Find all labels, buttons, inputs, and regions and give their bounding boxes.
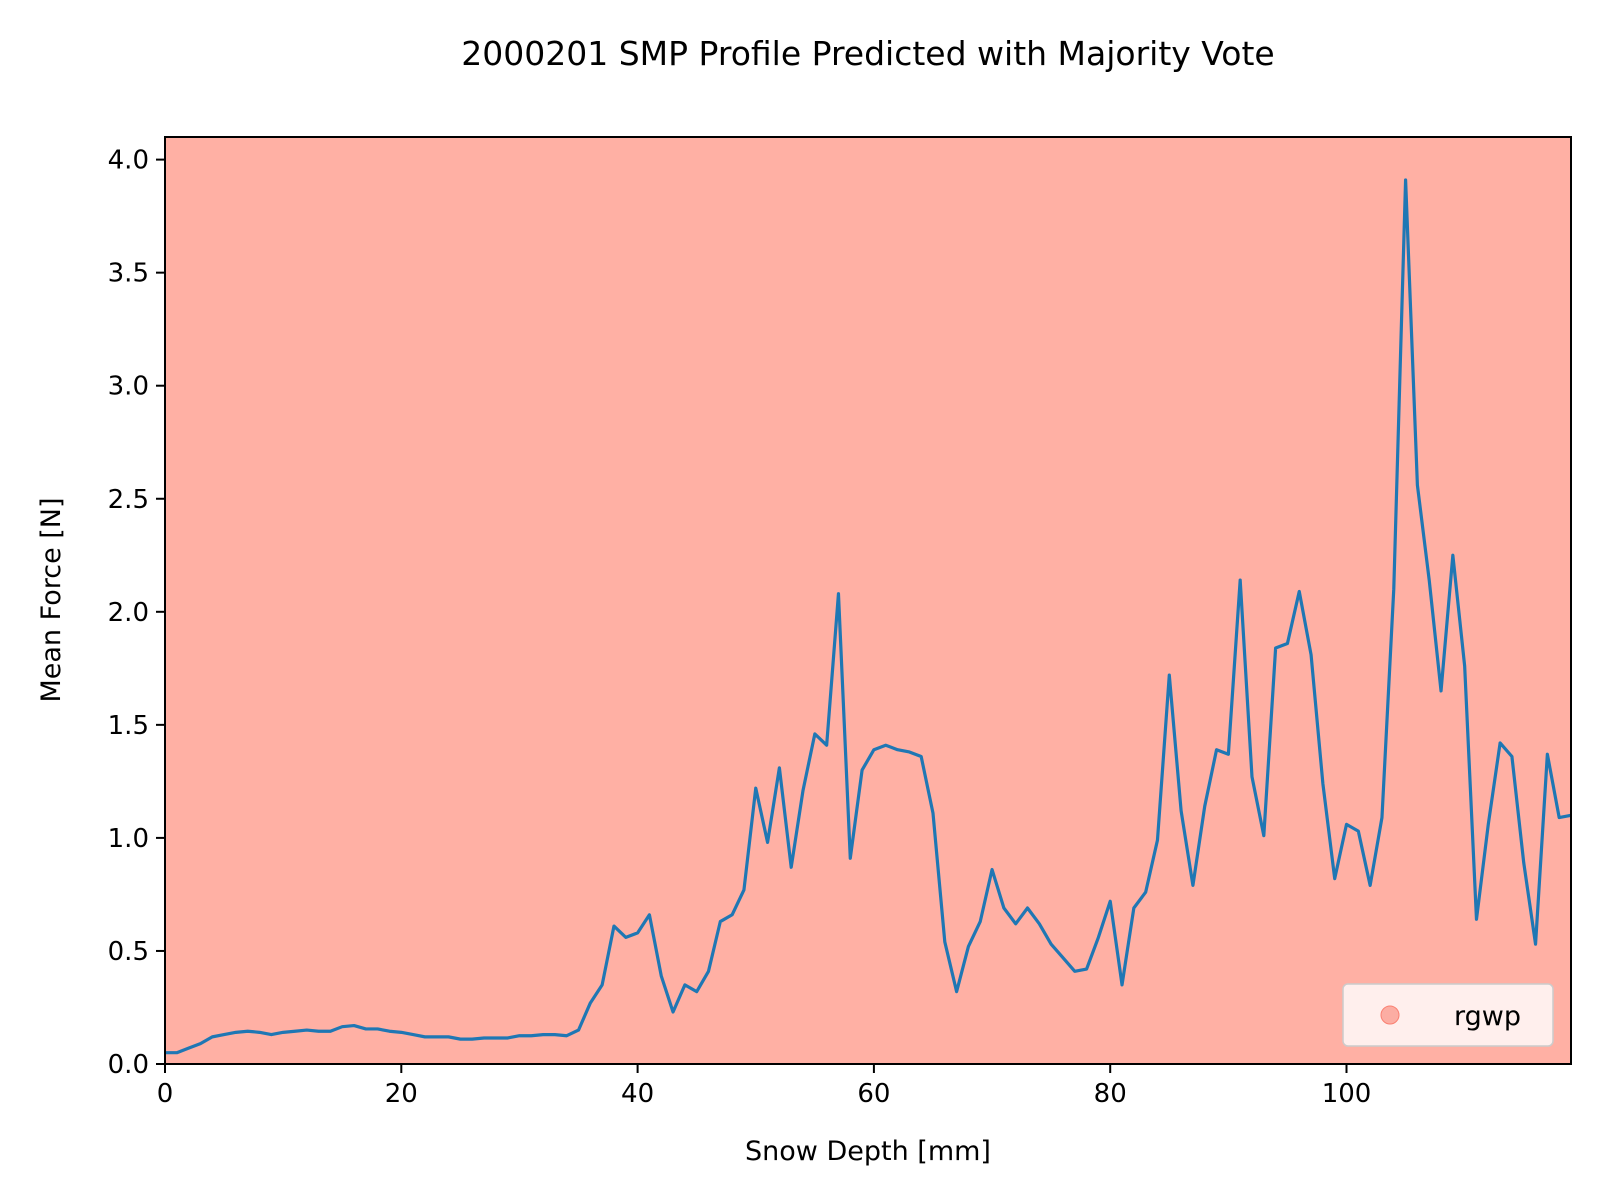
x-axis: 0 20 40 60 80 100 — [157, 1064, 1372, 1109]
x-tick-label: 100 — [1322, 1079, 1372, 1109]
chart-title: 2000201 SMP Profile Predicted with Major… — [461, 34, 1274, 73]
x-tick-label: 60 — [857, 1079, 890, 1109]
x-tick-label: 40 — [621, 1079, 654, 1109]
y-tick-label: 2.0 — [108, 598, 149, 628]
series-line — [165, 178, 1572, 1055]
y-tick-label: 4.0 — [108, 146, 149, 176]
legend-box — [1342, 983, 1554, 1047]
legend: rgwp — [1342, 983, 1554, 1047]
legend-marker-rgwp — [1380, 1005, 1400, 1025]
y-tick-label: 3.0 — [108, 372, 149, 402]
x-axis-title: Snow Depth [mm] — [745, 1136, 991, 1167]
x-tick-label: 20 — [385, 1079, 418, 1109]
y-tick-label: 0.0 — [108, 1050, 149, 1080]
x-tick-label: 80 — [1094, 1079, 1127, 1109]
y-tick-label: 3.5 — [108, 259, 149, 289]
y-tick-label: 2.5 — [108, 485, 149, 515]
x-tick-label: 0 — [157, 1079, 174, 1109]
y-tick-label: 1.0 — [108, 824, 149, 854]
y-tick-label: 0.5 — [108, 937, 149, 967]
plot-frame — [164, 136, 1572, 1065]
plot-area-background — [165, 137, 1571, 1064]
y-axis: 0.0 0.5 1.0 1.5 2.0 2.5 3.0 3.5 4.0 — [108, 146, 165, 1080]
legend-label-rgwp: rgwp — [1454, 1001, 1521, 1032]
y-tick-label: 1.5 — [108, 711, 149, 741]
y-axis-title: Mean Force [N] — [36, 497, 67, 702]
